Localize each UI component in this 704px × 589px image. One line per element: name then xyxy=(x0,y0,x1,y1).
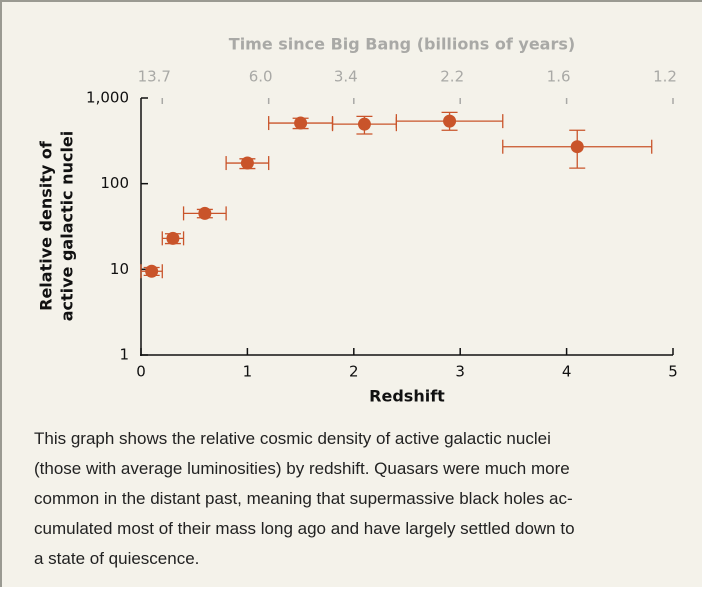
data-point xyxy=(198,206,212,220)
y-tick-label: 10 xyxy=(110,260,129,278)
y-tick-label: 1,000 xyxy=(86,89,129,107)
x2-tick-label: 6.0 xyxy=(249,68,273,86)
x-tick-label: 3 xyxy=(455,363,465,381)
caption-line: This graph shows the relative cosmic den… xyxy=(34,429,551,448)
y-tick-label: 100 xyxy=(100,174,129,192)
x2-tick-label: 2.2 xyxy=(440,68,464,86)
x-tick-label: 1 xyxy=(243,363,253,381)
x-tick-label: 4 xyxy=(562,363,572,381)
x2-tick-label: 1.6 xyxy=(547,68,571,86)
x2-tick-label: 13.7 xyxy=(138,68,171,86)
y-tick-label: 1 xyxy=(119,346,129,364)
x-tick-label: 0 xyxy=(136,363,146,381)
caption: This graph shows the relative cosmic den… xyxy=(34,424,674,574)
data-point xyxy=(240,156,254,170)
caption-line: (those with average luminosities) by red… xyxy=(34,459,570,478)
data-point xyxy=(166,231,180,245)
x2-tick-label: 3.4 xyxy=(334,68,358,86)
caption-line: a state of quiescence. xyxy=(34,549,200,568)
data-point xyxy=(443,114,457,128)
x-tick-label: 2 xyxy=(349,363,359,381)
data-point xyxy=(145,264,159,278)
chart: Time since Big Bang (billions of years) … xyxy=(37,35,678,406)
x-tick-label: 5 xyxy=(668,363,678,381)
y-axis-label: active galactic nuclei xyxy=(58,131,77,322)
caption-line: common in the distant past, meaning that… xyxy=(34,489,573,508)
data-point xyxy=(357,117,371,131)
x2-tick-label: 1.2 xyxy=(653,68,677,86)
x-axis-label: Redshift xyxy=(369,387,445,406)
x2-axis-label: Time since Big Bang (billions of years) xyxy=(229,35,575,54)
caption-line: cumulated most of their mass long ago an… xyxy=(34,519,575,538)
data-point xyxy=(294,116,308,130)
data-point xyxy=(570,140,584,154)
y-axis-label: Relative density of xyxy=(37,140,56,311)
